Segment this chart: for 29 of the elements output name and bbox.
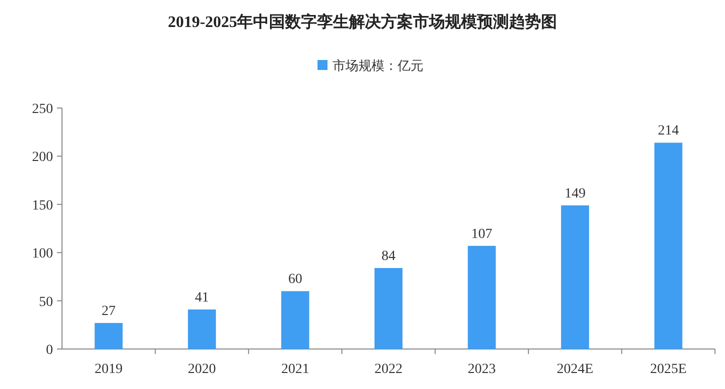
x-tick-label: 2021 xyxy=(281,362,310,377)
legend-label: 市场规模：亿元 xyxy=(332,58,424,73)
y-tick-label: 250 xyxy=(32,102,53,117)
x-tick-label: 2024E xyxy=(556,362,594,377)
data-label: 60 xyxy=(288,272,302,288)
x-tick-label: 2023 xyxy=(468,362,496,377)
x-tick-label: 2025E xyxy=(650,362,687,377)
bar xyxy=(561,205,590,349)
x-tick-label: 2020 xyxy=(188,362,216,377)
x-tick-label: 2019 xyxy=(94,362,123,377)
data-label: 107 xyxy=(471,226,492,242)
y-tick-label: 50 xyxy=(39,294,53,310)
y-tick-label: 150 xyxy=(32,198,53,214)
bar xyxy=(94,322,123,349)
x-tick-label: 2022 xyxy=(374,362,402,377)
bar xyxy=(188,309,216,349)
y-tick-label: 100 xyxy=(32,246,53,262)
data-label: 27 xyxy=(102,304,116,319)
bar xyxy=(374,268,402,349)
chart-title: 2019-2025年中国数字孪生解决方案市场规模预测趋势图 xyxy=(168,12,558,31)
bar xyxy=(654,142,682,349)
bar xyxy=(281,291,310,349)
y-tick-label: 0 xyxy=(46,343,53,358)
data-label: 149 xyxy=(564,186,586,202)
y-tick-label: 200 xyxy=(32,150,53,166)
data-label: 41 xyxy=(194,290,209,306)
bar xyxy=(468,246,496,349)
data-label: 214 xyxy=(658,124,679,139)
data-label: 84 xyxy=(382,249,396,264)
